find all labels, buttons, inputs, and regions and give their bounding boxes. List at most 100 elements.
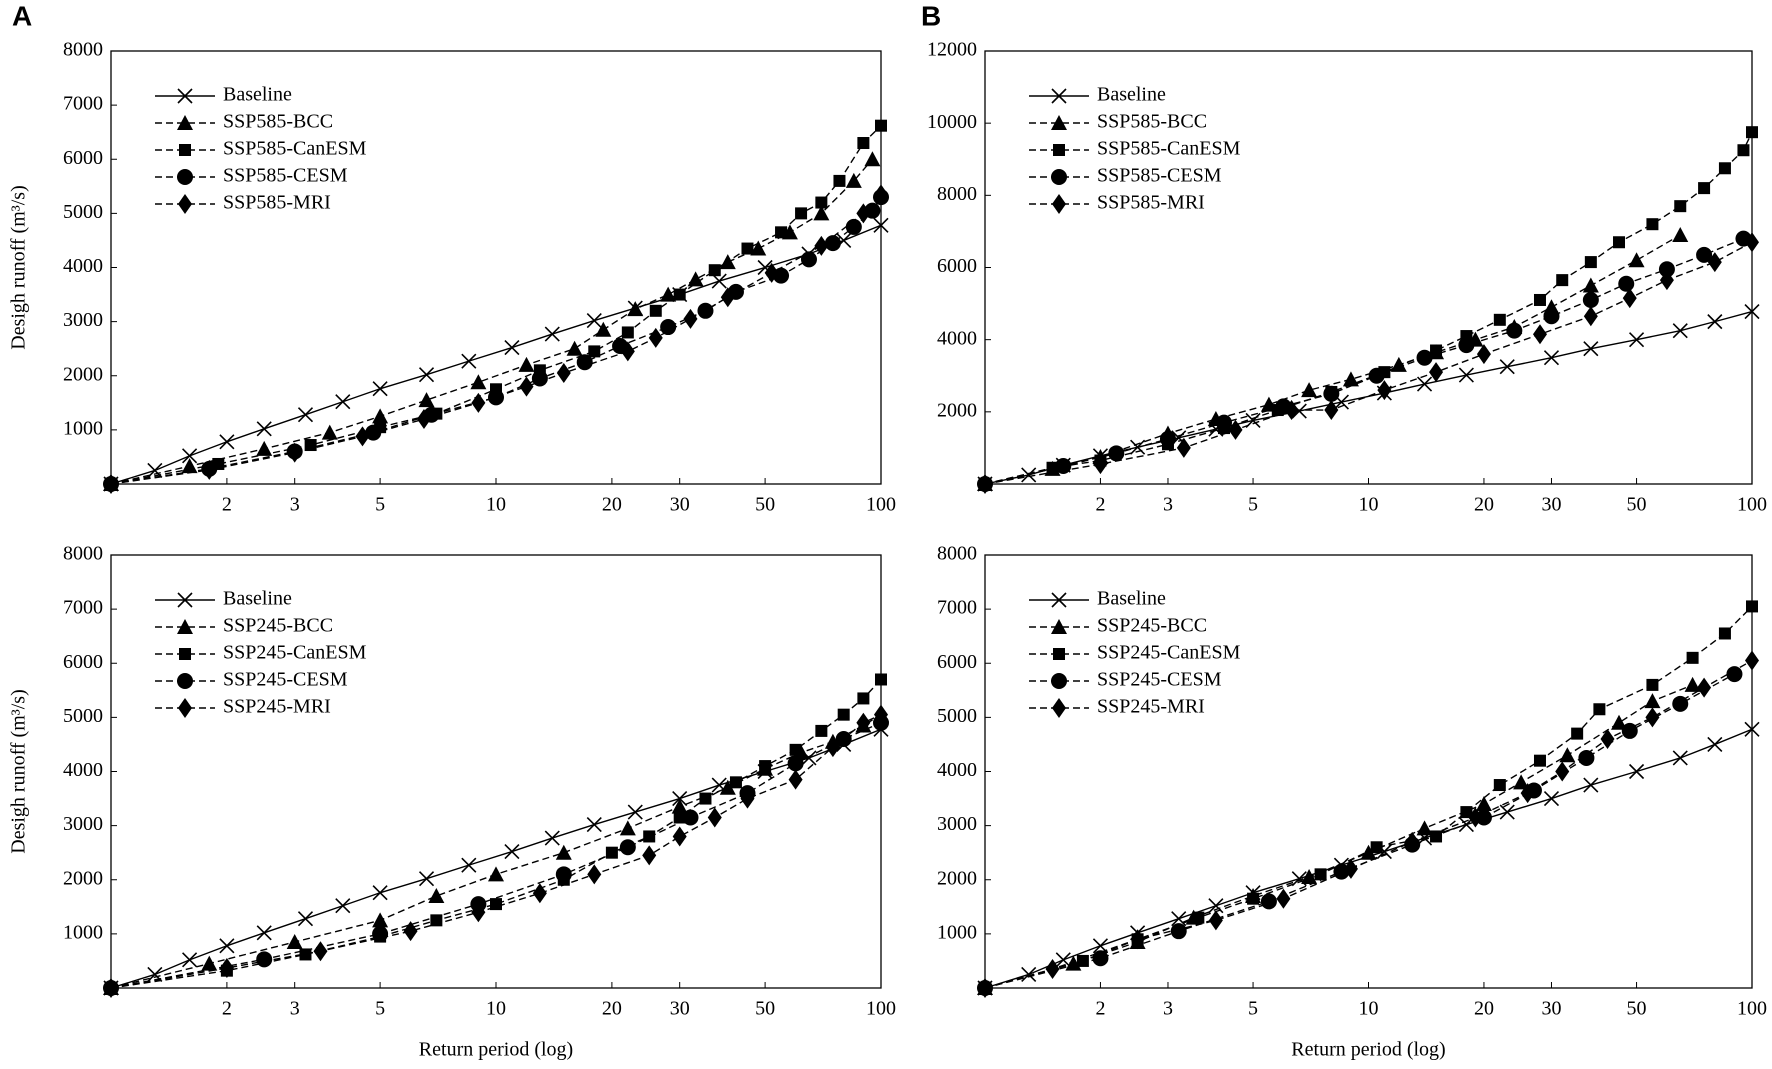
- marker: [978, 474, 992, 494]
- legend-marker: [1051, 88, 1067, 104]
- marker: [313, 941, 328, 962]
- marker: [519, 376, 534, 397]
- legend-marker: [177, 592, 193, 608]
- legend-marker: [177, 619, 193, 634]
- y-tick-label: 5000: [63, 705, 103, 727]
- marker: [1513, 774, 1530, 790]
- y-tick-label: 4000: [63, 255, 103, 277]
- series-line: [984, 659, 1753, 989]
- legend-marker: [177, 169, 193, 185]
- x-tick-label: 100: [1737, 494, 1767, 516]
- marker: [1301, 382, 1318, 398]
- x-tick-label: 50: [755, 998, 775, 1020]
- marker: [845, 218, 862, 235]
- y-axis-label: Desigh runoff (m³/s): [8, 689, 30, 854]
- legend-label: SSP245-CanESM: [1097, 642, 1241, 664]
- marker: [418, 367, 435, 383]
- marker: [1578, 749, 1595, 766]
- marker: [1744, 303, 1760, 320]
- y-tick-label: 7000: [937, 597, 977, 619]
- x-tick-label: 5: [1248, 494, 1258, 516]
- marker: [627, 804, 643, 820]
- marker: [470, 374, 487, 390]
- marker: [873, 217, 889, 233]
- marker: [875, 119, 887, 132]
- marker: [707, 807, 722, 828]
- marker: [256, 925, 272, 941]
- legend-marker: [1051, 592, 1067, 608]
- marker: [1533, 754, 1546, 767]
- marker: [1611, 714, 1628, 730]
- marker: [1458, 367, 1474, 383]
- x-tick-label: 30: [1541, 494, 1561, 516]
- marker: [1092, 950, 1109, 967]
- marker: [219, 957, 234, 978]
- y-tick-label: 2000: [63, 867, 103, 889]
- marker: [299, 948, 312, 961]
- y-tick-label: 2000: [937, 399, 977, 421]
- legend-marker: [179, 144, 191, 156]
- marker: [1021, 467, 1037, 483]
- x-tick-label: 5: [375, 494, 385, 516]
- x-tick-label: 50: [1627, 494, 1647, 516]
- legend-marker: [1051, 673, 1067, 689]
- y-tick-label: 2000: [937, 867, 977, 889]
- marker: [1159, 430, 1176, 447]
- legend-marker: [1053, 648, 1065, 660]
- marker: [1684, 676, 1701, 692]
- panel-label: A: [12, 0, 32, 31]
- marker: [874, 184, 888, 205]
- marker: [1644, 693, 1661, 709]
- y-axis-label: Desigh runoff (m³/s): [8, 185, 30, 350]
- legend-marker: [178, 194, 192, 214]
- marker: [1745, 650, 1759, 671]
- marker: [518, 356, 535, 372]
- y-tick-label: 8000: [937, 543, 977, 565]
- y-tick-label: 6000: [63, 147, 103, 169]
- marker: [587, 864, 602, 885]
- y-tick-label: 1000: [63, 921, 103, 943]
- marker: [1696, 246, 1713, 263]
- marker: [1208, 910, 1223, 931]
- marker: [605, 846, 618, 859]
- marker: [461, 353, 477, 369]
- marker: [1746, 126, 1758, 139]
- marker: [595, 321, 612, 337]
- marker: [335, 898, 351, 914]
- marker: [1707, 736, 1723, 753]
- marker: [729, 776, 742, 789]
- marker: [1583, 341, 1599, 357]
- marker: [789, 743, 802, 756]
- legend-marker: [178, 698, 192, 718]
- marker: [621, 326, 634, 339]
- marker: [1745, 232, 1759, 253]
- y-tick-label: 6000: [937, 651, 977, 673]
- legend-marker: [1053, 144, 1065, 156]
- marker: [750, 240, 767, 256]
- y-tick-label: 2000: [63, 363, 103, 385]
- marker: [619, 839, 636, 856]
- marker: [1360, 844, 1377, 860]
- marker: [1216, 414, 1233, 431]
- marker: [1458, 337, 1475, 354]
- marker: [837, 708, 850, 721]
- marker: [372, 408, 389, 424]
- marker: [1718, 627, 1731, 640]
- marker: [825, 737, 840, 758]
- marker: [287, 442, 302, 463]
- marker: [1600, 729, 1615, 750]
- legend-label: SSP585-BCC: [1097, 111, 1207, 133]
- marker: [775, 226, 788, 239]
- marker: [1247, 892, 1260, 905]
- legend-label: Baseline: [223, 588, 292, 610]
- marker: [1499, 804, 1515, 820]
- marker: [588, 345, 601, 358]
- marker: [815, 724, 828, 737]
- marker: [795, 207, 808, 220]
- marker: [1659, 270, 1674, 291]
- marker: [321, 424, 338, 440]
- series-line: [110, 679, 882, 989]
- marker: [856, 712, 871, 733]
- marker: [1556, 274, 1569, 287]
- y-tick-label: 1000: [63, 417, 103, 439]
